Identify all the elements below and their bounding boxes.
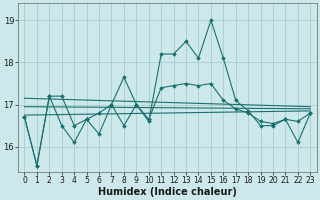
X-axis label: Humidex (Indice chaleur): Humidex (Indice chaleur) (98, 187, 237, 197)
